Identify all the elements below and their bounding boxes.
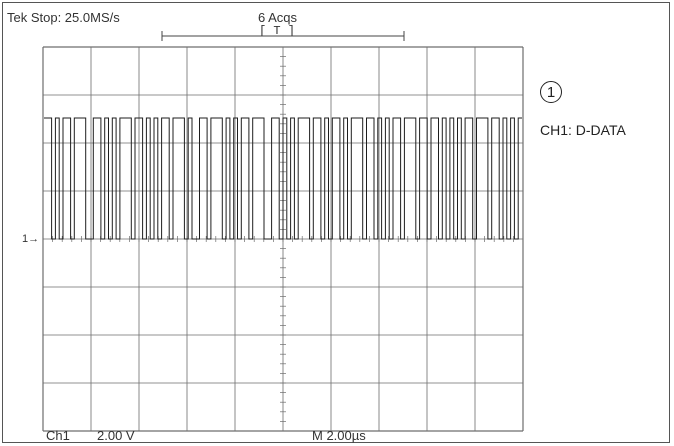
time-per-div-readout: M 2.00µs bbox=[312, 428, 366, 443]
channel-readout: Ch1 bbox=[46, 428, 70, 443]
screenshot-frame bbox=[2, 2, 670, 443]
volts-per-div-readout: 2.00 V bbox=[97, 428, 135, 443]
run-state-readout: Tek Stop: 25.0MS/s bbox=[7, 10, 120, 25]
ch1-waveform-trace bbox=[44, 117, 522, 240]
annotation-number: 1 bbox=[546, 83, 556, 101]
acquisition-count: 6 Acqs bbox=[258, 10, 298, 25]
annotation-number-badge: 1 bbox=[540, 81, 562, 103]
channel-annotation-label: CH1: D-DATA bbox=[540, 122, 626, 138]
channel-ground-marker: 1→ bbox=[22, 233, 40, 245]
trigger-position-indicator: [ T ] bbox=[259, 24, 296, 38]
